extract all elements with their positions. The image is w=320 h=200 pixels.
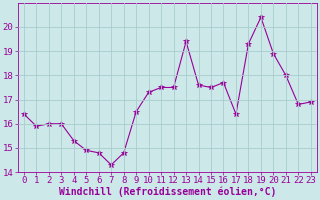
X-axis label: Windchill (Refroidissement éolien,°C): Windchill (Refroidissement éolien,°C) [59, 187, 276, 197]
